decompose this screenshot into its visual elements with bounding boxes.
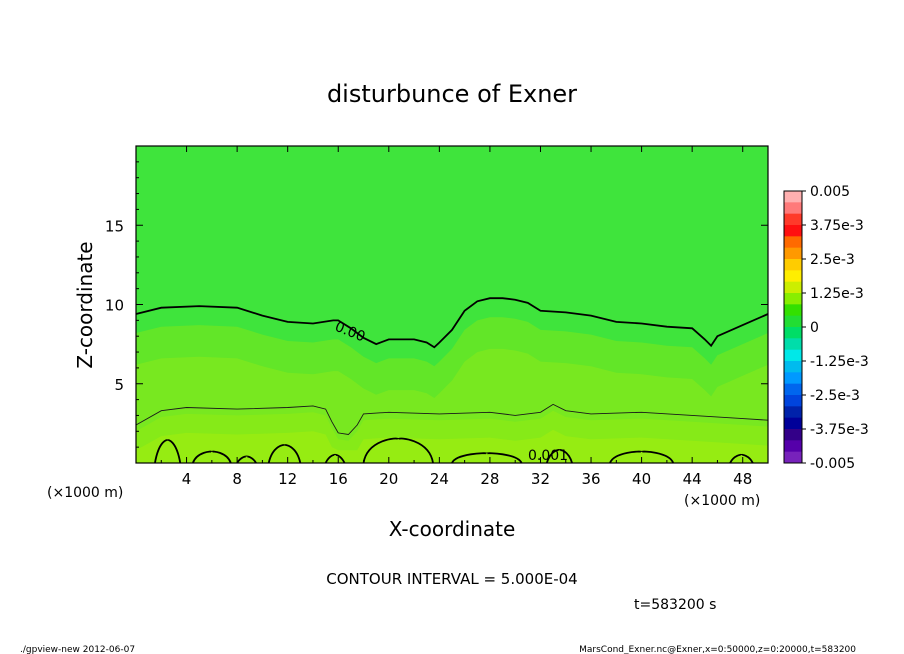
contour-lines: [135, 297, 769, 464]
y-axis-ticks: 5 10 15: [105, 161, 768, 448]
colorbar-label: -1.25e-3: [810, 354, 869, 370]
chart-title: disturbunce of Exner: [327, 80, 577, 108]
colorbar-swatch: [784, 440, 802, 453]
y-tick-label: 15: [105, 217, 124, 235]
contour-line-0001-0: [154, 439, 182, 464]
contour-line-0001-3: [267, 444, 302, 464]
colorbar-label: 0.005: [810, 184, 850, 200]
colorbar-swatch: [784, 406, 802, 419]
contour-line-0005: [135, 403, 769, 435]
colorbar-swatch: [784, 372, 802, 385]
colorbar-swatch: [784, 395, 802, 407]
x-unit-left: (×1000 m): [47, 485, 123, 501]
contour-line-0001-2: [236, 455, 257, 464]
x-axis-ticks: 4 8 12 16 20 24 28 32 36 40 44 48: [160, 146, 752, 488]
colorbar-swatch: [784, 338, 802, 351]
x-tick-label: 16: [329, 470, 348, 488]
colorbar-swatch: [784, 429, 802, 441]
colorbar-label: 2.5e-3: [810, 252, 855, 268]
x-tick-label: 20: [379, 470, 398, 488]
colorbar-swatch: [784, 225, 802, 237]
x-tick-label: 4: [182, 470, 192, 488]
x-axis-title: X-coordinate: [389, 517, 516, 541]
x-tick-label: 40: [632, 470, 651, 488]
y-tick-label: 5: [114, 376, 124, 394]
colorbar-swatch: [784, 270, 802, 283]
colorbar-swatch: [784, 417, 802, 430]
colorbar-labels: 0.005 3.75e-3 2.5e-3 1.25e-3 0 -1.25e-3 -2.5e-…: [802, 184, 869, 472]
time-text: t=583200 s: [634, 597, 716, 613]
contour-line-0001-7: [545, 449, 573, 464]
colorbar-swatch: [784, 293, 802, 305]
colorbar-swatch: [784, 349, 802, 362]
colorbar-label: 3.75e-3: [810, 218, 864, 234]
contour-fill-bands: [136, 317, 768, 463]
x-tick-label: 28: [480, 470, 499, 488]
x-tick-label: 32: [531, 470, 550, 488]
contour-line-0001-6: [451, 452, 523, 464]
contour-line-0001-5: [362, 437, 434, 464]
colorbar-swatch: [784, 304, 802, 317]
y-axis-title: Z-coordinate: [73, 241, 97, 368]
contour-interval-text: CONTOUR INTERVAL = 5.000E-04: [326, 570, 577, 588]
colorbar-swatch: [784, 202, 802, 215]
contour-line-0001-8: [609, 450, 675, 464]
contour-label-0001: 0.001: [528, 448, 568, 464]
colorbar-swatch: [784, 213, 802, 226]
colorbar-label: -2.5e-3: [810, 388, 860, 404]
colorbar-swatch: [784, 315, 802, 328]
colorbar-swatch: [784, 191, 802, 203]
contour-line-0001-9: [729, 453, 754, 464]
colorbar-swatch: [784, 281, 802, 294]
colorbar-label: 0: [810, 320, 819, 336]
x-unit-right: (×1000 m): [684, 493, 760, 509]
colorbar-swatch: [784, 451, 802, 464]
colorbar-label: 1.25e-3: [810, 286, 864, 302]
contour-line-0001-1: [192, 450, 232, 464]
x-tick-label: 36: [581, 470, 600, 488]
colorbar-swatch: [784, 247, 802, 260]
footer-right: MarsCond_Exner.nc@Exner,x=0:50000,z=0:20…: [579, 645, 856, 654]
y-tick-label: 10: [105, 297, 124, 315]
colorbar-swatch: [784, 259, 802, 271]
colorbar-swatch: [784, 383, 802, 396]
footer-left: ./gpview-new 2012-06-07: [20, 645, 135, 654]
x-tick-label: 24: [430, 470, 449, 488]
colorbar-swatch: [784, 236, 802, 249]
contour-line-zero: [135, 297, 769, 349]
x-tick-label: 44: [683, 470, 702, 488]
colorbar-label: -0.005: [810, 456, 855, 472]
colorbar-swatch: [784, 327, 802, 339]
colorbar: [783, 190, 803, 464]
x-tick-label: 48: [733, 470, 752, 488]
x-tick-label: 8: [232, 470, 242, 488]
fill-band-4: [136, 429, 768, 463]
contour-line-0001-4: [324, 453, 346, 464]
colorbar-label: -3.75e-3: [810, 422, 869, 438]
colorbar-swatch: [784, 361, 802, 373]
x-tick-label: 12: [278, 470, 297, 488]
